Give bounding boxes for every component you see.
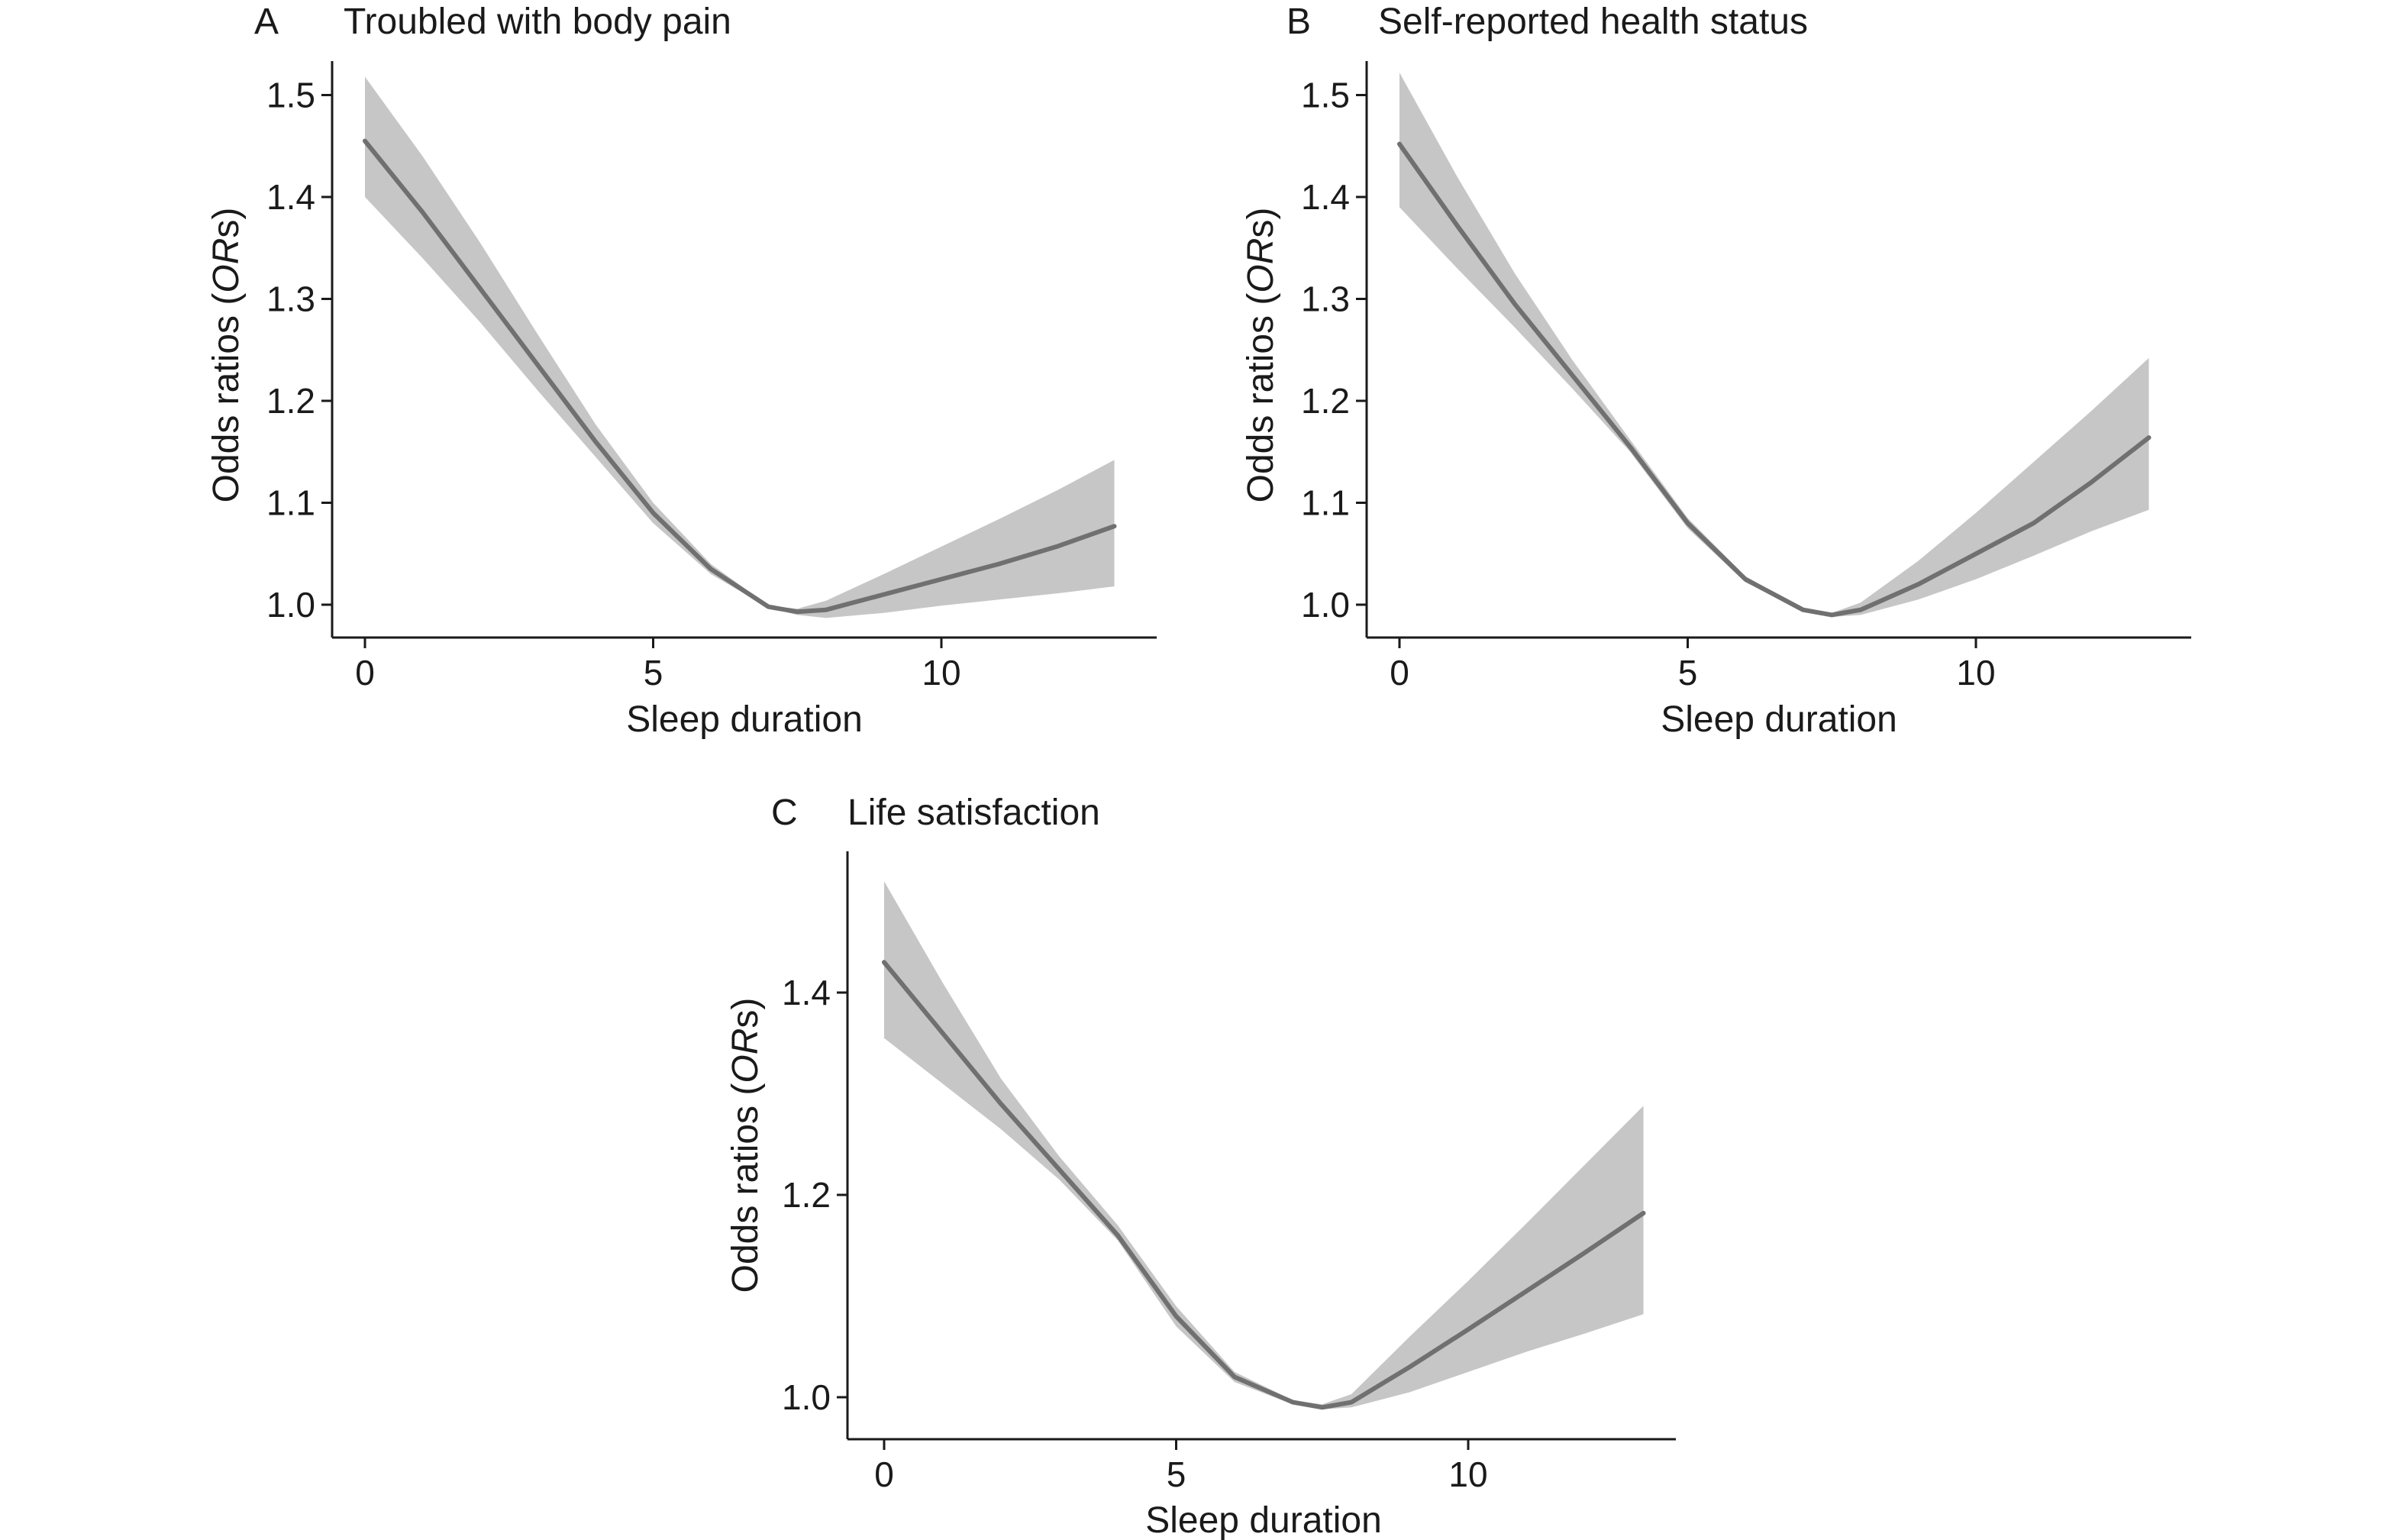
panel-a-y-axis-title-main: Odds ratios ( — [206, 293, 247, 503]
panel-c-y-tick-label: 1.4 — [782, 973, 831, 1012]
panel-a-x-axis-title: Sleep duration — [626, 699, 863, 740]
panel-c-or-line — [882, 960, 1646, 1410]
panel-b-y-tick-label: 1.2 — [1301, 381, 1350, 421]
panel-b-y-ticks: 1.0 1.1 1.2 1.3 1.4 1.5 — [1301, 76, 1367, 625]
panel-b-y-axis-title-main: Odds ratios ( — [1241, 293, 1281, 503]
panel-b-or-line — [1397, 141, 2152, 618]
panel-a-x-tick-label: 0 — [355, 653, 375, 693]
panel-b-x-axis-title: Sleep duration — [1661, 699, 1897, 740]
panel-b-y-axis-title: Odds ratios (ORs) — [1241, 208, 1281, 503]
panel-a-y-axis-title-tail: s) — [206, 208, 247, 238]
panel-c-x-tick-label: 5 — [1167, 1454, 1186, 1494]
panel-a-y-axis-title-italic: OR — [206, 238, 247, 293]
panel-a: A Troubled with body pain 0 5 10 1.0 1.1 1.2… — [206, 2, 1157, 740]
panel-c-x-tick-label: 10 — [1448, 1454, 1487, 1494]
panel-c-x-ticks: 0 5 10 — [874, 1439, 1488, 1494]
panel-a-plot — [363, 76, 1117, 618]
panel-c-y-axis-title-main: Odds ratios ( — [725, 1083, 766, 1293]
panel-c-y-axis-title: Odds ratios (ORs) — [725, 998, 766, 1293]
panel-a-letter: A — [254, 2, 279, 42]
panel-c-x-axis-title: Sleep duration — [1145, 1500, 1382, 1540]
panel-c-y-tick-label: 1.0 — [782, 1377, 831, 1417]
panel-b-y-axis-title-tail: s) — [1241, 208, 1281, 238]
panel-a-y-axis-title: Odds ratios (ORs) — [206, 208, 247, 503]
panel-a-ci-band — [365, 76, 1115, 618]
panel-b-x-tick-label: 5 — [1678, 653, 1698, 693]
panel-a-y-tick-label: 1.1 — [266, 483, 315, 523]
panel-a-y-tick-label: 1.4 — [266, 177, 315, 217]
panel-b-y-tick-label: 1.1 — [1301, 483, 1350, 523]
panel-c-y-tick-label: 1.2 — [782, 1175, 831, 1215]
panel-a-title: Troubled with body pain — [344, 2, 731, 42]
panel-a-y-tick-label: 1.0 — [266, 585, 315, 625]
panel-b-title: Self-reported health status — [1378, 2, 1808, 42]
panel-b-y-tick-label: 1.5 — [1301, 76, 1350, 115]
panel-c-plot — [882, 881, 1646, 1410]
panel-a-y-tick-label: 1.5 — [266, 76, 315, 115]
panel-a-x-tick-label: 10 — [922, 653, 960, 693]
panel-c-title: Life satisfaction — [847, 793, 1100, 833]
panel-b-plot — [1397, 73, 2152, 618]
panel-c: C Life satisfaction 0 5 10 1.0 1.2 1.4 Sleep… — [725, 793, 1676, 1540]
panel-c-ci-band — [884, 881, 1644, 1409]
panel-c-letter: C — [771, 793, 798, 833]
panel-b: B Self-reported health status 0 5 10 1.01.… — [1241, 2, 2191, 740]
panel-c-y-ticks: 1.0 1.2 1.4 — [782, 973, 847, 1417]
panel-c-x-tick-label: 0 — [874, 1454, 894, 1494]
panel-b-ci-band — [1399, 73, 2149, 618]
panel-b-y-axis-title-italic: OR — [1241, 238, 1281, 293]
panel-a-y-tick-label: 1.3 — [266, 279, 315, 319]
panel-a-x-ticks: 0 5 10 — [355, 638, 961, 693]
panel-b-y-tick-label: 1.0 — [1301, 585, 1350, 625]
panel-c-y-axis-title-italic: OR — [725, 1028, 766, 1083]
panel-b-x-tick-label: 10 — [1956, 653, 1995, 693]
panel-b-x-tick-label: 0 — [1390, 653, 1409, 693]
panel-a-or-line — [363, 138, 1117, 615]
panel-a-y-ticks: 1.0 1.1 1.2 1.3 1.4 1.5 — [266, 76, 332, 625]
panel-a-x-tick-label: 5 — [644, 653, 663, 693]
panel-c-y-axis-title-tail: s) — [725, 998, 766, 1028]
panel-b-y-tick-label: 1.3 — [1301, 279, 1350, 319]
panel-b-letter: B — [1286, 2, 1311, 42]
panel-b-x-ticks: 0 5 10 — [1390, 638, 1996, 693]
panel-a-y-tick-label: 1.2 — [266, 381, 315, 421]
panel-b-y-tick-label: 1.4 — [1301, 177, 1350, 217]
